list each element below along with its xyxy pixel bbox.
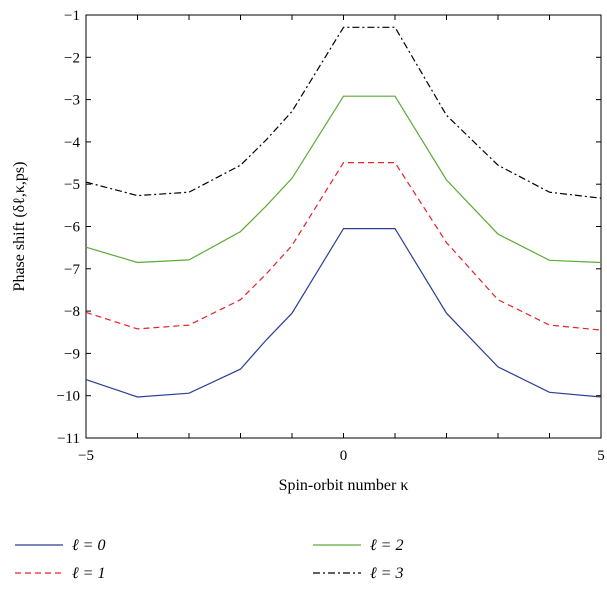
legend-label: ℓ = 2 xyxy=(370,537,403,554)
y-tick-label: −10 xyxy=(57,389,80,405)
y-tick-label: −4 xyxy=(64,135,80,151)
legend-label: ℓ = 3 xyxy=(370,565,403,582)
y-tick-label: −1 xyxy=(64,8,80,24)
legend: ℓ = 0 ℓ = 1 ℓ = 2 ℓ = 3 xyxy=(15,537,403,582)
y-tick-label: −9 xyxy=(64,346,80,362)
x-tick-label: 0 xyxy=(340,448,348,464)
y-tick-label: −5 xyxy=(64,177,80,193)
y-tick-label: −8 xyxy=(64,304,80,320)
series-line-l3 xyxy=(85,26,602,199)
x-axis-title: Spin-orbit number κ xyxy=(279,477,409,494)
series-line-l2 xyxy=(85,95,602,264)
y-tick-label: −2 xyxy=(64,50,80,66)
legend-label: ℓ = 0 xyxy=(72,537,105,554)
x-tick-label: 5 xyxy=(597,448,605,464)
x-tick-label: −5 xyxy=(78,448,94,464)
y-tick-label: −6 xyxy=(64,220,80,236)
y-tick-label: −11 xyxy=(57,431,80,447)
y-tick-label: −3 xyxy=(64,93,80,109)
series-group xyxy=(85,26,602,398)
y-axis-title: Phase shift (δℓ,κ,ps) xyxy=(11,162,28,292)
series-line-l0 xyxy=(85,228,602,398)
plot-frame xyxy=(85,14,602,439)
series-line-l1 xyxy=(85,162,602,331)
y-tick-label: −7 xyxy=(64,262,80,278)
legend-label: ℓ = 1 xyxy=(72,565,105,582)
axis-ticks: −1−2−3−4−5−6−7−8−9−10−11−5 0 5 xyxy=(57,8,605,464)
